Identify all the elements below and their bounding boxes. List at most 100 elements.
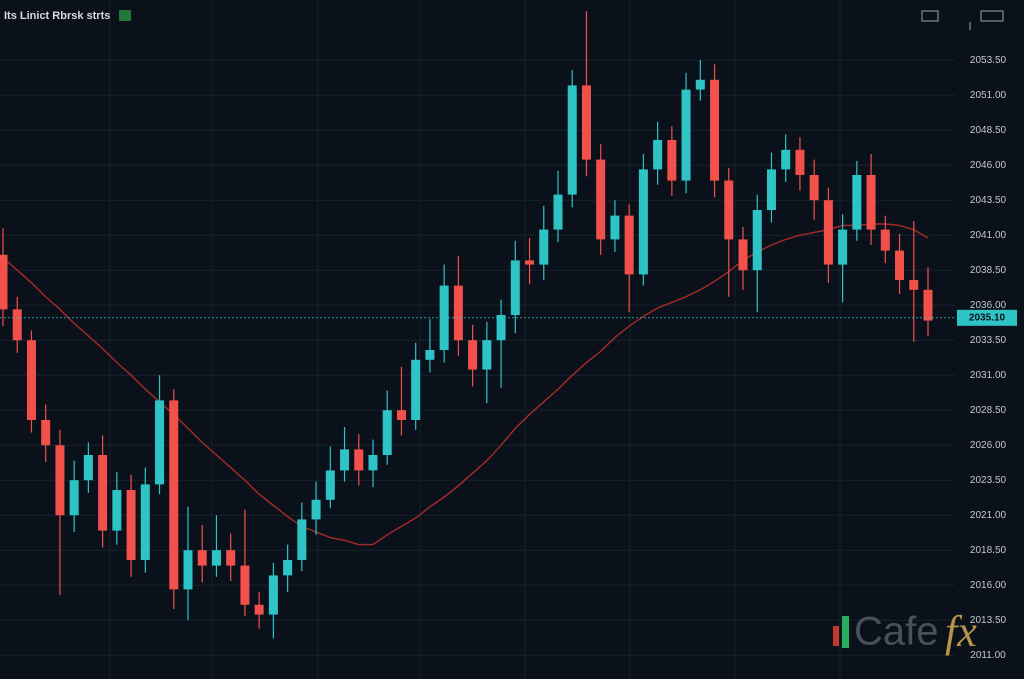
candle-body <box>41 420 51 446</box>
y-tick-label: 2023.50 <box>970 475 1007 486</box>
y-tick-label: 2033.50 <box>970 335 1007 346</box>
candle-body <box>610 215 620 240</box>
candle-body <box>254 604 264 615</box>
current-price-label: 2035.10 <box>969 312 1006 323</box>
candle-body <box>169 400 179 590</box>
y-axis: 2053.50 2051.00 2048.50 2046.00 2043.50 2041.… <box>0 55 1017 661</box>
candle-body <box>411 359 421 420</box>
candle-body <box>866 175 876 230</box>
y-tick-label: 2043.50 <box>970 195 1007 206</box>
candle-body <box>368 455 378 471</box>
candle-body <box>923 289 933 321</box>
candle-body <box>553 194 563 230</box>
candle-body <box>311 499 321 520</box>
candle-body <box>880 229 890 251</box>
candle-body <box>211 550 221 566</box>
icon <box>980 10 1004 22</box>
candle-body <box>425 350 435 360</box>
candle-body <box>126 490 136 560</box>
candle-body <box>823 200 833 265</box>
candle-body <box>909 280 919 290</box>
candle-body <box>581 85 591 160</box>
candle-body <box>354 449 364 471</box>
candle-body <box>624 215 634 275</box>
watermark-text: Cafe <box>854 610 939 654</box>
candle-body <box>98 455 108 531</box>
candles-layer <box>0 11 933 639</box>
candle-body <box>197 550 207 566</box>
candle-body <box>525 260 535 265</box>
icon <box>921 10 939 22</box>
candle-body <box>681 89 691 181</box>
candle-body <box>895 250 905 280</box>
y-tick-label: 2028.50 <box>970 405 1007 416</box>
grid <box>0 59 955 656</box>
candle-body <box>83 455 93 481</box>
candle-body <box>26 340 36 420</box>
candle-body <box>496 315 506 341</box>
candle-body <box>12 309 22 341</box>
y-tick-label: 2041.00 <box>970 230 1007 241</box>
candle-body <box>0 254 8 310</box>
candle-body <box>638 169 648 275</box>
moving-average-layer <box>2 223 929 546</box>
candle-body <box>695 79 705 90</box>
y-tick-label: 2053.50 <box>970 55 1007 66</box>
candle-body <box>396 410 406 420</box>
logo-bar <box>833 626 839 646</box>
candle-body <box>453 285 463 341</box>
y-tick-label: 2048.50 <box>970 125 1007 136</box>
y-tick-label: 2051.00 <box>970 90 1007 101</box>
candle-body <box>710 79 720 181</box>
candle-body <box>567 85 577 195</box>
candle-body <box>724 180 734 240</box>
candle-body <box>240 565 250 605</box>
candle-body <box>838 229 848 265</box>
y-tick-label: 2026.00 <box>970 440 1007 451</box>
moving-average <box>2 223 929 546</box>
y-tick-label: 2021.00 <box>970 510 1007 521</box>
candle-body <box>667 140 677 181</box>
candle-body <box>226 550 236 566</box>
candle-body <box>482 340 492 370</box>
candle-body <box>297 519 307 560</box>
candle-body <box>382 410 392 455</box>
y-tick-label: 2016.00 <box>970 580 1007 591</box>
vertical-grid <box>109 0 841 679</box>
candle-body <box>795 149 805 175</box>
chart-title: Its Linict Rbrsk strts <box>4 10 110 22</box>
candle-body <box>809 175 819 201</box>
candle-body <box>69 480 79 516</box>
y-tick-label: 2036.00 <box>970 300 1007 311</box>
candle-body <box>155 400 165 485</box>
candle-body <box>112 490 122 531</box>
status-badge <box>119 10 131 21</box>
candle-body <box>55 445 65 516</box>
candle-body <box>852 175 862 230</box>
candle-body <box>283 560 293 576</box>
y-tick-label: 2013.50 <box>970 615 1007 626</box>
watermark-accent: fx <box>945 607 977 656</box>
candle-body <box>268 575 278 615</box>
candle-body <box>752 210 762 271</box>
candle-body <box>468 340 478 370</box>
candle-body <box>183 550 193 590</box>
candle-body <box>340 449 350 471</box>
logo-bar <box>842 616 849 648</box>
current-price-box <box>957 309 1017 326</box>
candle-body <box>510 260 520 315</box>
candle-body <box>325 470 335 500</box>
y-tick-label: 2011.00 <box>970 650 1006 661</box>
toolbar-icons <box>921 10 1004 30</box>
y-tick-label: 2031.00 <box>970 370 1007 381</box>
candle-body <box>653 140 663 170</box>
candle-body <box>140 484 150 560</box>
candle-body <box>781 149 791 170</box>
watermark: Cafe fx <box>833 607 977 656</box>
candle-body <box>766 169 776 210</box>
candle-body <box>596 159 606 240</box>
candle-body <box>539 229 549 265</box>
